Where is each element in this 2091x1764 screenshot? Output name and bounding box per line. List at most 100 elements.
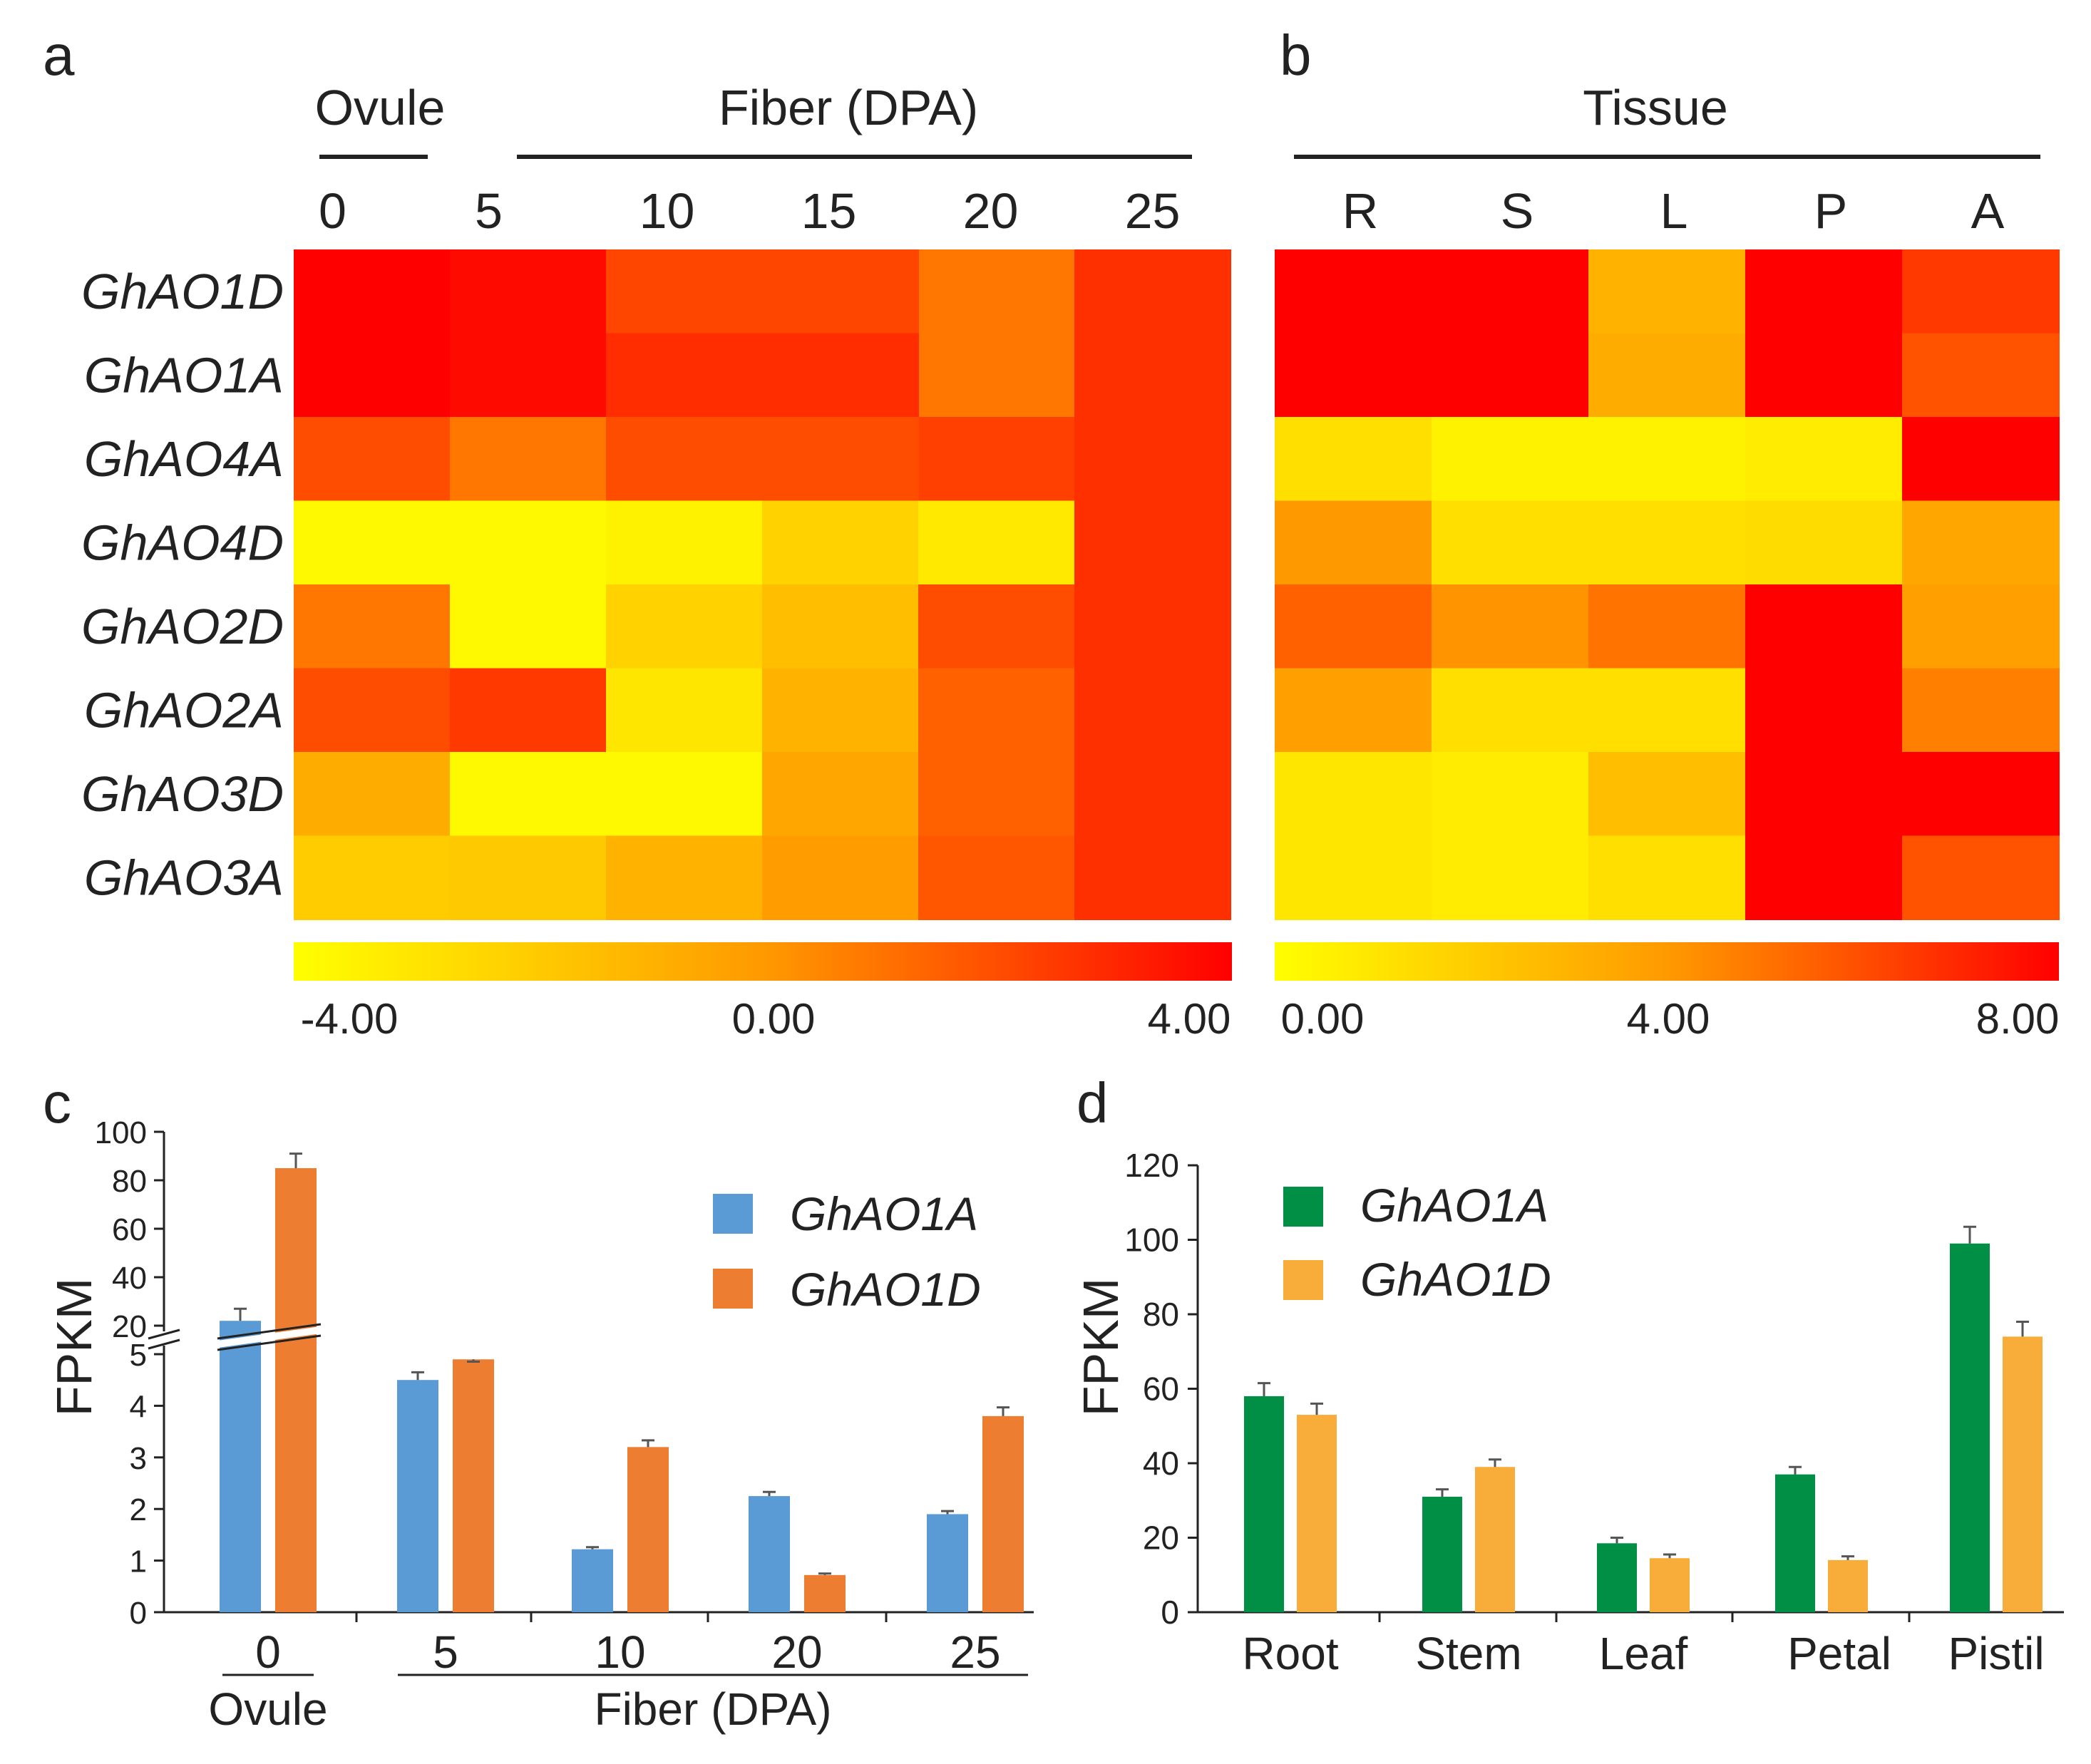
d-xtick-label: Stem [1415, 1628, 1521, 1679]
d-xtick-label: Petal [1787, 1628, 1891, 1679]
c-group-label-ovule: Ovule [208, 1683, 327, 1735]
heat-row-label-GhAO4A: GhAO4A [84, 431, 284, 487]
heat-row-label-GhAO4D: GhAO4D [81, 515, 284, 570]
heat-b-cell-GhAO1D-A [1902, 249, 2060, 334]
heat-a-cell-GhAO4A-20 [918, 417, 1075, 502]
c-bar-GhAO1A-25 [927, 1514, 968, 1612]
c-bar-GhAO1D-0 [275, 1168, 317, 1612]
c-bar-break-gap [217, 1326, 321, 1348]
c-ytick-label: 40 [112, 1261, 147, 1296]
d-bar-GhAO1D-Leaf [1650, 1558, 1690, 1612]
c-ytick-label: 0 [130, 1596, 147, 1631]
colorbar-a-tick-min: -4.00 [301, 995, 399, 1043]
heatmap-b: Tissue R S L P A 0.00 4.00 8.00 [1275, 80, 2060, 1043]
heat-a-col-label: 20 [963, 183, 1019, 239]
c-ytick-label: 2 [130, 1492, 147, 1527]
c-bar-break-mark [217, 1323, 322, 1340]
d-ylabel: FPKM [1073, 1278, 1129, 1416]
c-xtick-label: 20 [771, 1626, 822, 1678]
heat-a-cell-GhAO4A-0 [294, 417, 451, 502]
heat-a-cell-GhAO4A-10 [606, 417, 763, 502]
heat-b-cell-GhAO4A-P [1745, 417, 1903, 502]
heat-a-cell-GhAO2D-5 [450, 584, 607, 669]
heat-b-col-label: A [1971, 183, 2005, 239]
heat-a-cell-GhAO2D-15 [762, 584, 919, 669]
heat-b-cell-GhAO1A-S [1432, 333, 1589, 418]
heat-a-cell-GhAO2A-15 [762, 668, 919, 753]
heat-row-label-GhAO3A: GhAO3A [84, 850, 284, 905]
heat-a-cell-GhAO2A-10 [606, 668, 763, 753]
heat-a-cell-GhAO1D-10 [606, 249, 763, 334]
c-xtick-label: 25 [950, 1626, 1000, 1678]
d-ytick-label: 60 [1143, 1371, 1179, 1408]
d-ytick-label: 0 [1161, 1594, 1179, 1631]
legend-label-GhAO1A: GhAO1A [790, 1187, 978, 1240]
d-xtick-label: Pistil [1948, 1628, 2044, 1679]
heat-a-cell-GhAO3D-0 [294, 752, 451, 837]
colorbar-b [1275, 942, 2059, 981]
heat-b-cell-GhAO1A-L [1588, 333, 1746, 418]
heat-row-label-GhAO1A: GhAO1A [84, 347, 284, 403]
heat-a-cell-GhAO4D-5 [450, 500, 607, 585]
heat-a-cell-GhAO2D-10 [606, 584, 763, 669]
heat-row-label-GhAO3D: GhAO3D [81, 766, 284, 822]
c-bar-GhAO1D-25 [982, 1415, 1024, 1612]
heat-a-col-label: 25 [1125, 183, 1181, 239]
d-bar-GhAO1A-Leaf [1597, 1543, 1637, 1612]
heat-a-cell-GhAO3A-15 [762, 835, 919, 920]
heat-a-cell-GhAO4D-10 [606, 500, 763, 585]
heat-a-cell-GhAO1D-0 [294, 249, 451, 334]
heat-a-cell-GhAO2D-25 [1074, 584, 1231, 669]
heat-b-cell-GhAO3D-R [1275, 752, 1432, 837]
heat-b-cell-GhAO2D-S [1432, 584, 1589, 669]
d-ytick-label: 100 [1124, 1222, 1179, 1259]
colorbar-b-tick-max: 8.00 [1976, 995, 2060, 1043]
heat-b-cell-GhAO2A-L [1588, 668, 1746, 753]
heat-a-cell-GhAO4D-20 [918, 500, 1075, 585]
heat-b-cell-GhAO3A-S [1432, 835, 1589, 920]
c-ytick-label: 4 [130, 1389, 147, 1424]
c-ytick-label: 80 [112, 1164, 147, 1199]
heat-b-cell-GhAO4D-R [1275, 500, 1432, 585]
heat-b-cell-GhAO4A-A [1902, 417, 2060, 502]
heat-b-cell-GhAO2A-R [1275, 668, 1432, 753]
heat-a-col-label: 10 [639, 183, 695, 239]
heat-a-cell-GhAO4A-15 [762, 417, 919, 502]
heat-b-cell-GhAO3D-L [1588, 752, 1746, 837]
c-xtick-label: 5 [433, 1626, 458, 1678]
heat-b-cell-GhAO1D-R [1275, 249, 1432, 334]
heat-b-cell-GhAO4D-A [1902, 500, 2060, 585]
c-ytick-label: 100 [95, 1115, 147, 1150]
heat-b-cell-GhAO3A-A [1902, 835, 2060, 920]
d-ytick-label: 20 [1143, 1520, 1179, 1557]
c-bar-GhAO1D-20 [804, 1574, 846, 1612]
c-xtick-label: 10 [595, 1626, 645, 1678]
heat-a-cell-GhAO2D-0 [294, 584, 451, 669]
heat-a-cell-GhAO3D-5 [450, 752, 607, 837]
heat-a-col-label: 0 [319, 183, 346, 239]
d-xtick-label: Root [1242, 1628, 1338, 1679]
heat-a-cell-GhAO1A-10 [606, 333, 763, 418]
heat-a-cell-GhAO3A-20 [918, 835, 1075, 920]
heat-b-cell-GhAO2A-S [1432, 668, 1589, 753]
colorbar-a-tick-max: 4.00 [1148, 995, 1231, 1043]
heat-a-cell-GhAO2A-5 [450, 668, 607, 753]
heat-a-cell-GhAO4A-5 [450, 417, 607, 502]
heat-a-cell-GhAO4A-25 [1074, 417, 1231, 502]
d-bar-GhAO1A-Root [1244, 1396, 1284, 1612]
heat-b-cell-GhAO3A-P [1745, 835, 1903, 920]
heat-a-cell-GhAO1A-5 [450, 333, 607, 418]
heat-b-col-label: P [1814, 183, 1848, 239]
colorbar-a-tick-mid: 0.00 [732, 995, 816, 1043]
d-bar-GhAO1A-Petal [1775, 1474, 1815, 1612]
d-ytick-label: 120 [1124, 1147, 1179, 1184]
heat-b-col-label: L [1660, 183, 1688, 239]
c-bar-GhAO1A-20 [749, 1496, 790, 1612]
heat-b-cell-GhAO2A-A [1902, 668, 2060, 753]
heat-b-cell-GhAO3D-S [1432, 752, 1589, 837]
heat-a-cell-GhAO3A-10 [606, 835, 763, 920]
heat-b-cell-GhAO1D-S [1432, 249, 1589, 334]
d-bar-GhAO1D-Stem [1475, 1467, 1515, 1612]
heat-a-cell-GhAO1D-25 [1074, 249, 1231, 334]
